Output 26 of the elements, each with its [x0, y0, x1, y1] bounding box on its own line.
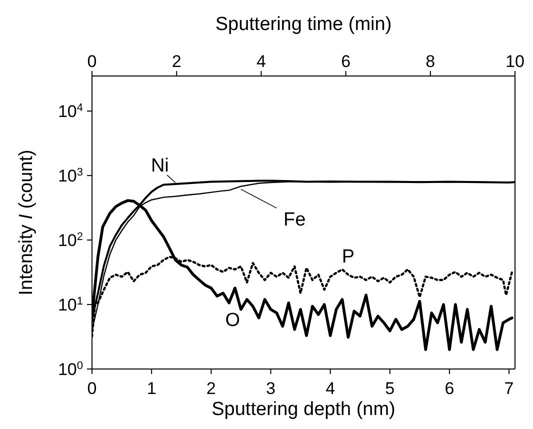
series-label: O — [225, 310, 240, 332]
y-tick-label: 10$^{3}$ — [58, 166, 83, 186]
x2-tick-label: 4 — [256, 52, 266, 71]
x-tick-label: 3 — [266, 379, 276, 398]
series-label: P — [342, 246, 355, 268]
x-tick-label: 6 — [444, 379, 454, 398]
x2-tick-label: 6 — [341, 52, 351, 71]
legend-label: Ni — [150, 155, 169, 176]
x-tick-label: 2 — [206, 379, 216, 398]
x2-axis-title: Sputtering time (min) — [215, 14, 392, 35]
x-tick-label: 4 — [326, 379, 336, 398]
x2-tick-label: 8 — [426, 52, 436, 71]
x-tick-label: 5 — [385, 379, 395, 398]
y-axis-title: Intensity I (count) — [16, 150, 37, 296]
x-tick-label: 7 — [504, 379, 514, 398]
y-tick-label: 10$^{2}$ — [58, 231, 83, 250]
x-tick-label: 1 — [146, 379, 156, 398]
x-axis-title: Sputtering depth (nm) — [212, 399, 396, 420]
x2-tick-label: 10 — [506, 52, 524, 71]
y-tick-label: 10$^{1}$ — [58, 296, 83, 315]
x2-tick-label: 0 — [87, 52, 97, 71]
y-tick-label: 10$^{0}$ — [58, 360, 83, 379]
y-tick-label: 10$^{4}$ — [58, 102, 83, 122]
x2-tick-label: 2 — [172, 52, 182, 71]
x-tick-label: 0 — [87, 379, 97, 398]
series-label: Fe — [283, 209, 306, 230]
